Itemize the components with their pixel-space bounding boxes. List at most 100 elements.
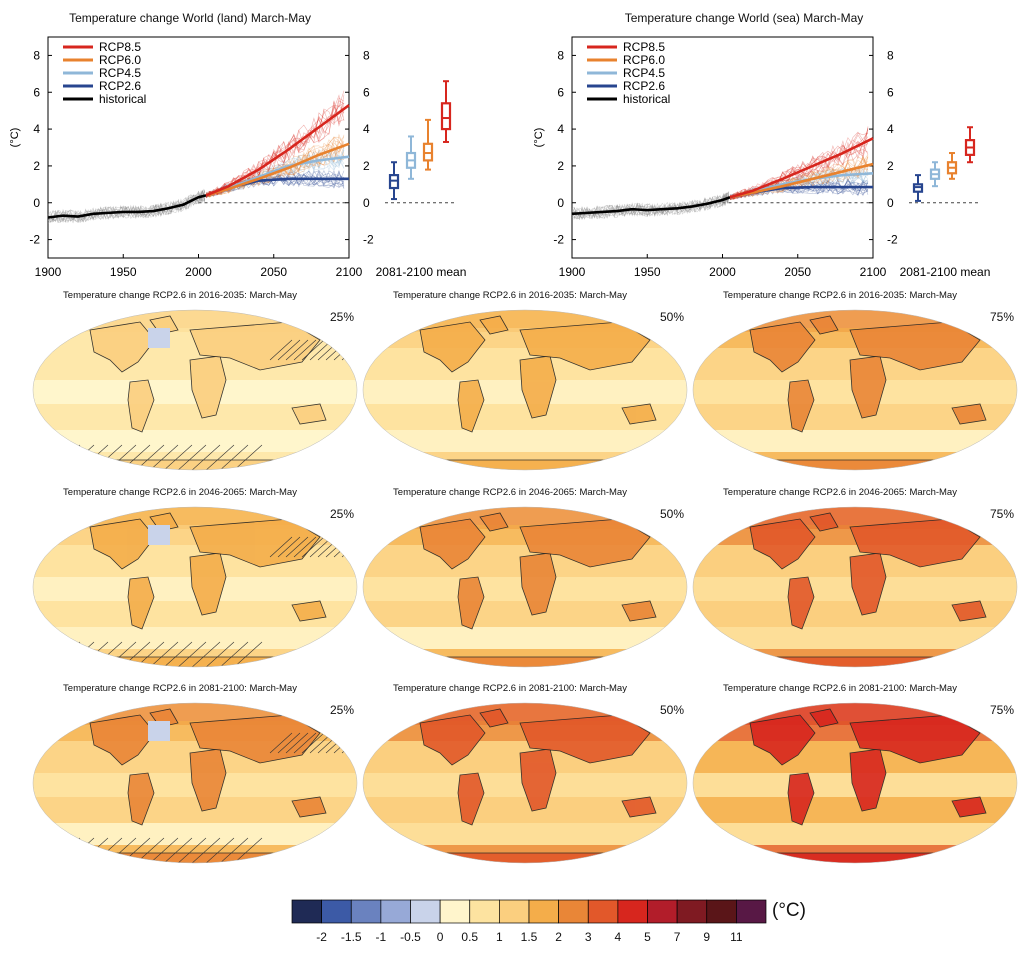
continent-outline bbox=[457, 576, 485, 630]
ensemble-member bbox=[205, 105, 345, 197]
ytick-label-right: 0 bbox=[363, 196, 370, 210]
map-svg bbox=[692, 309, 1018, 471]
colorbar-swatch bbox=[410, 899, 441, 924]
map-panel: Temperature change RCP2.6 in 2016-2035: … bbox=[360, 290, 690, 480]
colorbar-swatch bbox=[291, 899, 322, 924]
ytick-label-right: -2 bbox=[363, 233, 374, 247]
map-band bbox=[693, 627, 1017, 649]
hatch-line bbox=[301, 732, 325, 754]
ensemble-member bbox=[571, 192, 730, 220]
hatch-line bbox=[161, 837, 193, 863]
continent-outline bbox=[951, 796, 987, 818]
colorbar-tick-label: 3 bbox=[584, 930, 592, 944]
ytick-label-right: 4 bbox=[887, 122, 894, 136]
series-line bbox=[729, 162, 874, 199]
map-border bbox=[32, 702, 358, 864]
hatch-line bbox=[301, 536, 325, 558]
colorbar-swatch bbox=[736, 899, 767, 924]
hatch-line bbox=[285, 536, 309, 558]
map-svg bbox=[362, 309, 688, 471]
map-svg bbox=[692, 702, 1018, 864]
hatch-line bbox=[63, 837, 95, 863]
cooling-patch bbox=[148, 721, 170, 741]
ytick-label-right: 0 bbox=[887, 196, 894, 210]
map-svg bbox=[32, 702, 358, 864]
legend-label: RCP6.0 bbox=[623, 53, 665, 67]
ensemble-member bbox=[729, 155, 869, 200]
ytick-label: 4 bbox=[33, 122, 40, 136]
ytick-label: -2 bbox=[553, 233, 564, 247]
continent-outline bbox=[809, 315, 839, 335]
map-title: Temperature change RCP2.6 in 2016-2035: … bbox=[723, 290, 957, 301]
ytick-label: 6 bbox=[557, 85, 564, 99]
continent-outline bbox=[479, 708, 509, 728]
box-label: 2081-2100 mean bbox=[900, 265, 991, 279]
map-title: Temperature change RCP2.6 in 2016-2035: … bbox=[393, 290, 627, 301]
hatch-line bbox=[333, 732, 357, 754]
map-percentile: 25% bbox=[330, 507, 355, 521]
colorbar: -2 -1.5 -1 -0.5 0 0.5 1 1.5 2 3 4 5 7 9 11 (°C) bbox=[0, 890, 1024, 968]
colorbar-swatch bbox=[439, 899, 471, 924]
map-svg bbox=[362, 506, 688, 668]
colorbar-swatch bbox=[380, 899, 411, 924]
hatch-line bbox=[217, 641, 249, 667]
hatch-line bbox=[333, 536, 357, 558]
xtick-label: 2050 bbox=[784, 265, 811, 279]
ensemble-member bbox=[729, 167, 869, 199]
hatch-line bbox=[301, 339, 325, 361]
map-band bbox=[693, 823, 1017, 845]
colorbar-tick-label: 1 bbox=[496, 930, 503, 944]
legend-label: RCP4.5 bbox=[99, 66, 141, 80]
map-title: Temperature change RCP2.6 in 2046-2065: … bbox=[63, 487, 297, 498]
map-panel: Temperature change RCP2.6 in 2046-2065: … bbox=[690, 487, 1020, 677]
hatch-line bbox=[189, 641, 221, 667]
plot-frame bbox=[47, 36, 350, 259]
hatch-line bbox=[217, 444, 249, 470]
ytick-label-right: 4 bbox=[363, 122, 370, 136]
ytick-label: 0 bbox=[557, 196, 564, 210]
colorbar-swatch bbox=[350, 899, 382, 924]
xtick-label: 1900 bbox=[35, 265, 62, 279]
continent-outline bbox=[291, 796, 327, 818]
continent-outline bbox=[127, 576, 155, 630]
cooling-patch bbox=[148, 525, 170, 545]
hatch-line bbox=[277, 536, 301, 558]
map-border bbox=[32, 309, 358, 471]
ensemble-member bbox=[729, 156, 869, 200]
chart-sea-panel: Temperature change World (sea) March-May… bbox=[524, 0, 1024, 285]
map-panel: Temperature change RCP2.6 in 2081-2100: … bbox=[690, 683, 1020, 873]
map-svg bbox=[692, 506, 1018, 668]
ensemble-member bbox=[729, 178, 869, 198]
legend-label: RCP6.0 bbox=[99, 53, 141, 67]
ytick-label: -2 bbox=[29, 233, 40, 247]
hatch-line bbox=[285, 339, 309, 361]
ensemble-member bbox=[571, 191, 730, 221]
map-percentile: 50% bbox=[660, 310, 685, 324]
hatch-line bbox=[341, 732, 357, 754]
continent-outline bbox=[951, 600, 987, 622]
continent-outline bbox=[89, 714, 156, 766]
hatch-line bbox=[217, 837, 249, 863]
ytick-label-right: 2 bbox=[363, 159, 370, 173]
chart-land-svg: -2 -2 0 0 2 2 4 4 6 6 8 8 1900 1950 2000 2050 2100 (°C) RC… bbox=[9, 36, 466, 279]
map-band bbox=[693, 430, 1017, 452]
hatch-line bbox=[63, 444, 95, 470]
ensemble-member bbox=[729, 132, 869, 199]
map-field bbox=[693, 507, 1017, 667]
continent-outline bbox=[809, 708, 839, 728]
map-svg bbox=[32, 506, 358, 668]
ylabel: (°C) bbox=[533, 128, 545, 148]
map-panel: Temperature change RCP2.6 in 2016-2035: … bbox=[690, 290, 1020, 480]
continent-outline bbox=[787, 772, 815, 826]
ensemble-member bbox=[571, 193, 730, 220]
hatch-line bbox=[189, 837, 221, 863]
colorbar-swatch bbox=[617, 899, 648, 924]
continent-outline bbox=[457, 379, 485, 433]
series-line bbox=[729, 137, 874, 199]
plot-frame bbox=[571, 36, 874, 259]
map-field bbox=[363, 703, 687, 863]
ytick-label-right: 6 bbox=[363, 85, 370, 99]
map-border bbox=[362, 309, 688, 471]
chart-sea-title: Temperature change World (sea) March-May bbox=[624, 11, 864, 25]
map-border bbox=[362, 506, 688, 668]
